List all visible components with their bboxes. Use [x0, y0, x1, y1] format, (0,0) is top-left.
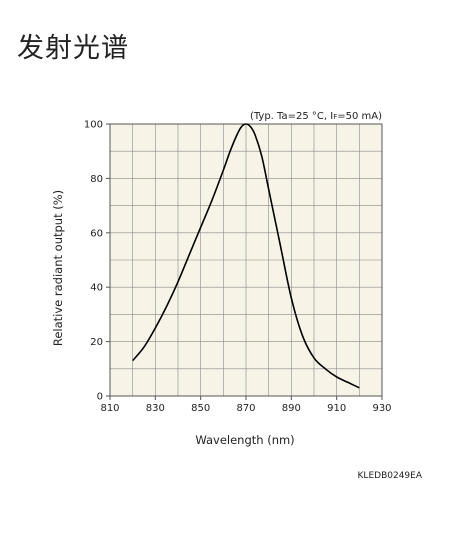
figure-code: KLEDB0249EA [358, 471, 423, 481]
conditions-note: (Typ. Ta=25 °C, IF=50 mA) [250, 111, 382, 122]
page-title: 发射光谱 [17, 33, 129, 64]
x-tick-label: 850 [191, 403, 210, 414]
x-tick-label: 930 [372, 403, 391, 414]
y-tick-label: 20 [90, 337, 103, 348]
x-axis-title: Wavelength (nm) [195, 433, 294, 447]
y-tick-label: 0 [97, 392, 103, 403]
x-tick-label: 890 [282, 403, 301, 414]
x-tick-label: 830 [146, 403, 165, 414]
series-line [132, 123, 360, 389]
y-tick-label: 100 [84, 120, 103, 131]
tick-marks [106, 123, 383, 400]
y-axis-title: Relative radiant output (%) [51, 190, 65, 346]
x-tick-labels: 810 830 850 870 890 910 930 [100, 403, 391, 414]
x-tick-label: 810 [100, 403, 119, 414]
y-tick-label: 60 [90, 228, 103, 239]
y-tick-label: 40 [90, 283, 103, 294]
x-tick-label: 870 [236, 403, 255, 414]
y-tick-label: 80 [90, 174, 103, 185]
x-tick-label: 910 [327, 403, 346, 414]
y-tick-labels: 0 20 40 60 80 100 [84, 120, 103, 403]
